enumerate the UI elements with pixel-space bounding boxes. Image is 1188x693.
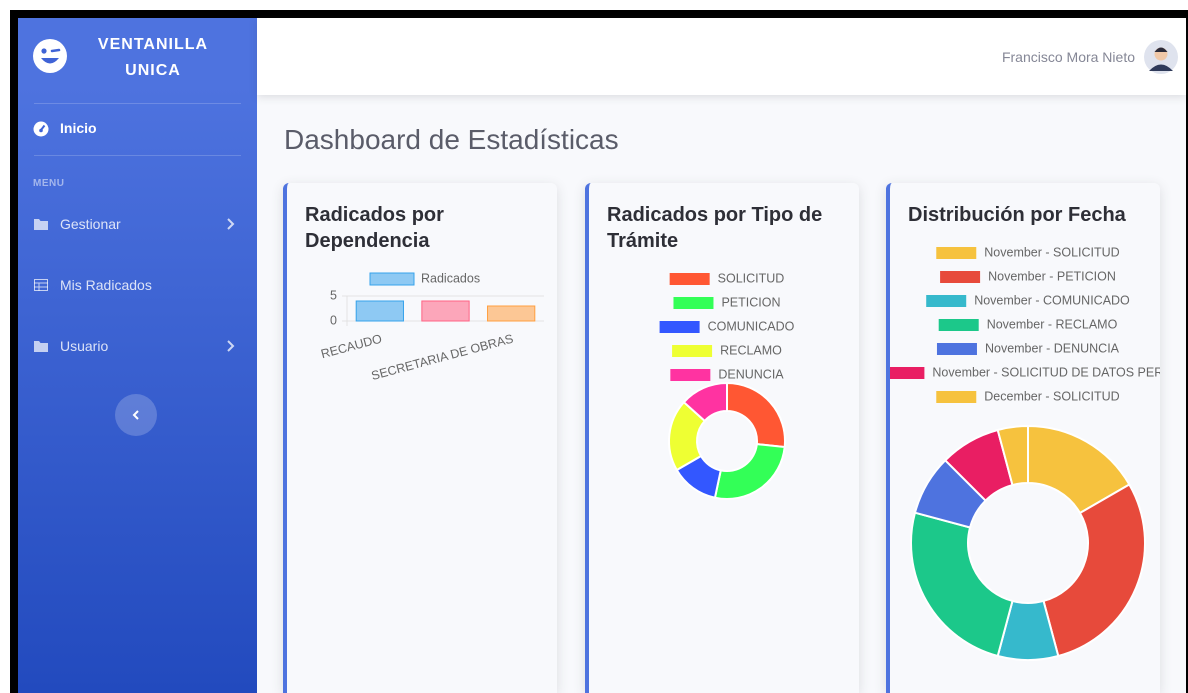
legend-label: November - SOLICITUD	[984, 245, 1119, 259]
chart-title: Radicados por Tipo de Trámite	[607, 202, 847, 254]
doughnut-slice	[911, 513, 1012, 656]
sidebar-toggle[interactable]	[114, 393, 158, 437]
divider	[34, 155, 241, 156]
doughnut-slice	[1044, 485, 1145, 657]
table-icon	[34, 279, 48, 291]
bar	[356, 301, 403, 321]
nav-home[interactable]: Inicio	[60, 119, 97, 137]
legend-swatch	[936, 391, 976, 403]
legend-swatch	[672, 345, 712, 357]
legend-swatch	[940, 271, 980, 283]
menu-heading: MENU	[33, 178, 64, 189]
brand-line: VENTANILLA	[78, 32, 228, 58]
folder-icon	[34, 340, 48, 352]
y-tick-label: 0	[330, 313, 337, 327]
divider	[34, 103, 241, 104]
doughnut-slice	[715, 444, 785, 499]
avatar[interactable]	[1144, 40, 1178, 74]
chevron	[226, 218, 236, 230]
legend-swatch	[670, 273, 710, 285]
legend-label: PETICION	[721, 295, 780, 309]
chevron	[226, 340, 236, 352]
legend-swatch	[660, 321, 700, 333]
chart-title: Distribución por Fecha	[908, 202, 1148, 228]
folder-icon	[34, 218, 48, 230]
nav-item[interactable]: Mis Radicados	[60, 276, 152, 294]
legend-swatch	[936, 247, 976, 259]
nav-item[interactable]: Usuario	[60, 337, 108, 355]
logo[interactable]	[32, 38, 68, 74]
y-tick-label: 5	[330, 288, 337, 302]
legend-label: RECLAMO	[720, 343, 782, 357]
legend-label: DENUNCIA	[718, 367, 784, 381]
bar	[488, 306, 535, 321]
legend-label: November - PETICION	[988, 269, 1116, 283]
legend-swatch	[673, 297, 713, 309]
sidebar: VENTANILLA UNICA Inicio MENU Gestionar M…	[18, 18, 257, 693]
home-icon	[33, 121, 49, 137]
chart-card: November - SOLICITUD November - PETICION N…	[886, 183, 1160, 693]
legend-label: November - DENUNCIA	[985, 341, 1120, 355]
legend-swatch	[926, 295, 966, 307]
legend-swatch	[937, 343, 977, 355]
brand-line: UNICA	[78, 58, 228, 84]
legend-swatch	[670, 369, 710, 381]
chart-title: Radicados por Dependencia	[305, 202, 545, 254]
legend-label: COMUNICADO	[708, 319, 795, 333]
chart: November - SOLICITUD November - PETICION N…	[886, 183, 1160, 693]
page-title: Dashboard de Estadísticas	[284, 122, 619, 158]
doughnut-slice	[727, 383, 785, 447]
x-tick-label: SECRETARIA DE OBRAS	[370, 332, 515, 383]
bar	[422, 301, 469, 321]
legend-label: November - SOLICITUD DE DATOS PERS	[932, 365, 1160, 379]
chart: SOLICITUD PETICION COMUNICADO RECLAMO DENUNC…	[585, 183, 859, 693]
legend-label: Radicados	[421, 271, 480, 285]
x-tick-label: RECAUDO	[319, 331, 383, 361]
legend-swatch	[370, 273, 414, 285]
nav-item[interactable]: Gestionar	[60, 215, 121, 233]
chart-card: SOLICITUD PETICION COMUNICADO RECLAMO DENUNC…	[585, 183, 859, 693]
legend-swatch	[939, 319, 979, 331]
legend-label: SOLICITUD	[718, 271, 785, 285]
legend-label: December - SOLICITUD	[984, 389, 1119, 403]
topbar: Francisco Mora Nieto	[257, 18, 1186, 95]
brand[interactable]: VENTANILLA UNICA	[78, 32, 228, 84]
legend-label: November - COMUNICADO	[974, 293, 1130, 307]
legend-label: November - RECLAMO	[987, 317, 1118, 331]
user-name[interactable]: Francisco Mora Nieto	[1002, 48, 1135, 66]
legend-swatch	[886, 367, 924, 379]
page: VENTANILLA UNICA Inicio MENU Gestionar M…	[0, 0, 1188, 693]
